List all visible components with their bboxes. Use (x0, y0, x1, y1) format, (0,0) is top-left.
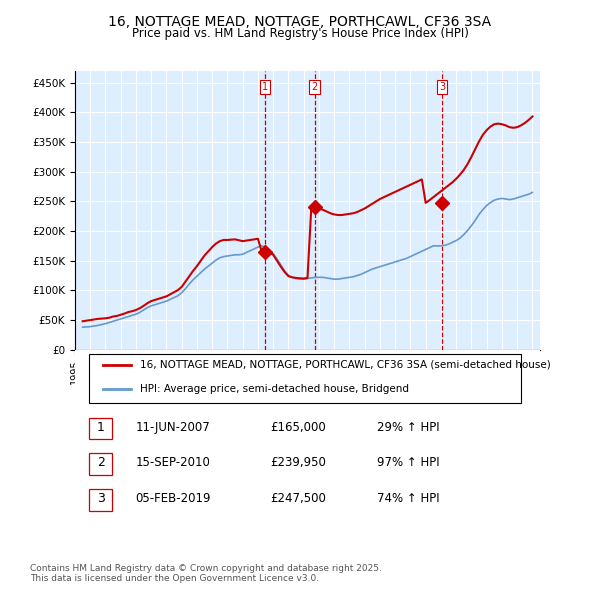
Text: 16, NOTTAGE MEAD, NOTTAGE, PORTHCAWL, CF36 3SA (semi-detached house): 16, NOTTAGE MEAD, NOTTAGE, PORTHCAWL, CF… (140, 360, 551, 370)
Text: Contains HM Land Registry data © Crown copyright and database right 2025.
This d: Contains HM Land Registry data © Crown c… (30, 563, 382, 583)
FancyBboxPatch shape (89, 489, 112, 511)
Text: £247,500: £247,500 (270, 492, 326, 505)
Text: 16, NOTTAGE MEAD, NOTTAGE, PORTHCAWL, CF36 3SA: 16, NOTTAGE MEAD, NOTTAGE, PORTHCAWL, CF… (109, 15, 491, 29)
FancyBboxPatch shape (89, 418, 112, 439)
Text: 29% ↑ HPI: 29% ↑ HPI (377, 421, 440, 434)
Text: 15-SEP-2010: 15-SEP-2010 (136, 457, 211, 470)
FancyBboxPatch shape (89, 453, 112, 475)
Text: 1: 1 (262, 82, 268, 92)
Text: Price paid vs. HM Land Registry's House Price Index (HPI): Price paid vs. HM Land Registry's House … (131, 27, 469, 40)
FancyBboxPatch shape (89, 353, 521, 403)
Text: HPI: Average price, semi-detached house, Bridgend: HPI: Average price, semi-detached house,… (140, 384, 409, 394)
Text: £165,000: £165,000 (270, 421, 326, 434)
Text: 3: 3 (97, 492, 104, 505)
Text: 2: 2 (311, 82, 317, 92)
Text: £239,950: £239,950 (270, 457, 326, 470)
Text: 3: 3 (439, 82, 445, 92)
Text: 05-FEB-2019: 05-FEB-2019 (136, 492, 211, 505)
Text: 97% ↑ HPI: 97% ↑ HPI (377, 457, 440, 470)
Text: 2: 2 (97, 457, 104, 470)
Text: 1: 1 (97, 421, 104, 434)
Text: 11-JUN-2007: 11-JUN-2007 (136, 421, 210, 434)
Text: 74% ↑ HPI: 74% ↑ HPI (377, 492, 440, 505)
